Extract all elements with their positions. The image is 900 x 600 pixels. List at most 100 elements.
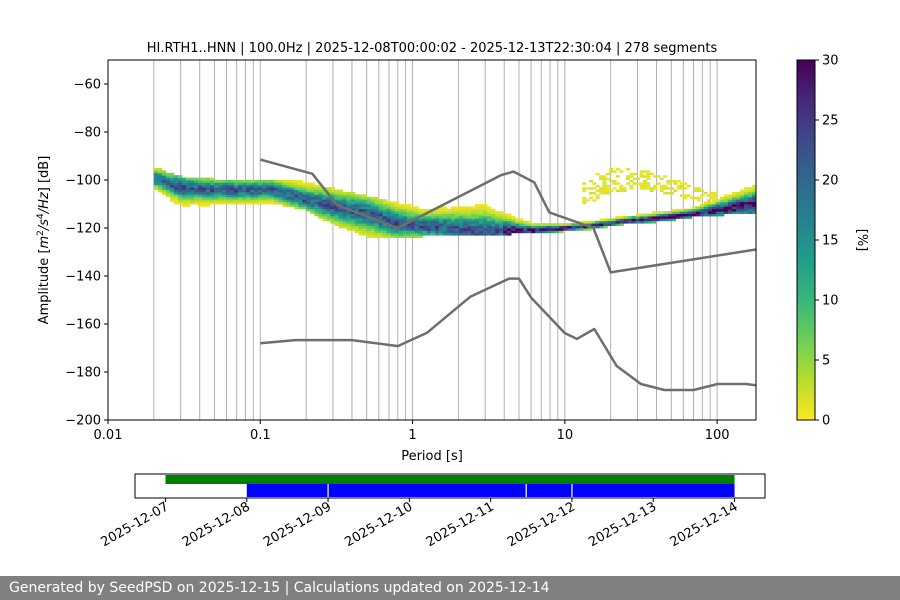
heatmap-cell: [699, 204, 705, 207]
heatmap-cell: [446, 216, 452, 219]
heatmap-cell: [286, 189, 291, 193]
heatmap-cell: [310, 199, 315, 202]
heatmap-cell: [202, 201, 207, 205]
heatmap-cell: [314, 189, 319, 193]
heatmap-cell: [153, 184, 159, 188]
heatmap-cell: [503, 218, 508, 222]
heatmap-cell: [727, 204, 733, 207]
heatmap-cell: [274, 192, 279, 195]
heatmap-cell: [710, 196, 715, 200]
heatmap-cell: [418, 232, 424, 236]
heatmap-cell: [579, 225, 584, 229]
heatmap-cell: [290, 182, 295, 186]
heatmap-cell: [314, 206, 319, 210]
heatmap-cell: [414, 220, 420, 224]
heatmap-cell: [326, 196, 331, 200]
heatmap-cell: [350, 192, 355, 195]
heatmap-cell: [543, 230, 548, 234]
heatmap-cell: [599, 223, 604, 226]
heatmap-cell: [422, 216, 428, 219]
heatmap-cell: [202, 187, 207, 190]
heatmap-cell: [653, 187, 658, 190]
heatmap-cell: [362, 201, 368, 205]
heatmap-cell: [242, 194, 247, 198]
heatmap-cell: [153, 168, 159, 171]
heatmap-cell: [258, 201, 263, 205]
heatmap-cell: [671, 211, 677, 214]
heatmap-cell: [362, 216, 368, 219]
heatmap-cell: [474, 216, 480, 219]
heatmap-cell: [286, 204, 291, 207]
heatmap-cell: [605, 172, 610, 176]
heatmap-cell: [390, 211, 396, 214]
heatmap-cell: [430, 213, 436, 217]
heatmap-cell: [322, 213, 327, 217]
heatmap-cell: [591, 220, 596, 224]
heatmap-cell: [511, 218, 516, 222]
heatmap-cell: [462, 216, 468, 219]
heatmap-cell: [177, 187, 183, 190]
heatmap-cell: [326, 189, 331, 193]
heatmap-cell: [446, 232, 452, 236]
heatmap-cell: [739, 201, 745, 205]
heatmap-cell: [646, 170, 651, 173]
heatmap-cell: [374, 216, 380, 219]
heatmap-cell: [169, 184, 175, 188]
heatmap-cell: [181, 201, 187, 205]
heatmap-cell: [286, 192, 291, 195]
heatmap-cell: [430, 220, 436, 224]
heatmap-cell: [615, 218, 620, 222]
heatmap-cell: [202, 204, 207, 207]
heatmap-cell: [607, 218, 612, 222]
heatmap-cell: [434, 208, 440, 212]
x-axis-label: Period [s]: [401, 449, 463, 464]
heatmap-cell: [354, 228, 359, 231]
heatmap-cell: [511, 216, 516, 219]
heatmap-cell: [358, 223, 363, 226]
heatmap-cell: [499, 216, 504, 219]
heatmap-cell: [470, 206, 476, 210]
heatmap-cell: [747, 206, 753, 210]
heatmap-cell: [298, 187, 303, 190]
heatmap-cell: [647, 218, 653, 222]
heatmap-cell: [294, 184, 299, 188]
heatmap-cell: [362, 220, 368, 224]
timeline-tick-label: 2025-12-11: [424, 499, 497, 550]
heatmap-cell: [282, 199, 287, 202]
heatmap-cell: [686, 194, 691, 197]
heatmap-cell: [623, 220, 628, 224]
heatmap-cell: [474, 208, 480, 212]
heatmap-cell: [330, 206, 335, 210]
heatmap-cell: [185, 189, 191, 193]
heatmap-cell: [723, 201, 729, 205]
heatmap-cell: [294, 194, 299, 198]
heatmap-cell: [326, 208, 331, 212]
heatmap-cell: [430, 223, 436, 226]
heatmap-cell: [358, 216, 363, 219]
heatmap-cell: [342, 199, 347, 202]
heatmap-cell: [563, 223, 568, 226]
heatmap-cell: [680, 187, 685, 190]
heatmap-cell: [278, 182, 283, 186]
heatmap-cell: [181, 180, 187, 183]
heatmap-cell: [270, 192, 275, 195]
heatmap-cell: [230, 194, 235, 198]
heatmap-cell: [177, 201, 183, 205]
heatmap-cell: [611, 223, 616, 226]
heatmap-cell: [366, 235, 372, 238]
heatmap-cell: [671, 213, 677, 217]
heatmap-cell: [346, 201, 351, 205]
heatmap-cell: [539, 230, 544, 234]
heatmap-cell: [181, 199, 187, 202]
heatmap-cell: [326, 211, 331, 214]
heatmap-cell: [354, 208, 359, 212]
heatmap-cell: [466, 223, 472, 226]
x-tick-label: 10: [557, 428, 574, 443]
heatmap-cell: [234, 192, 239, 195]
heatmap-cell: [378, 218, 384, 222]
heatmap-cell: [751, 211, 756, 214]
heatmap-cell: [362, 194, 368, 198]
heatmap-cell: [458, 223, 464, 226]
heatmap-cell: [161, 189, 167, 193]
